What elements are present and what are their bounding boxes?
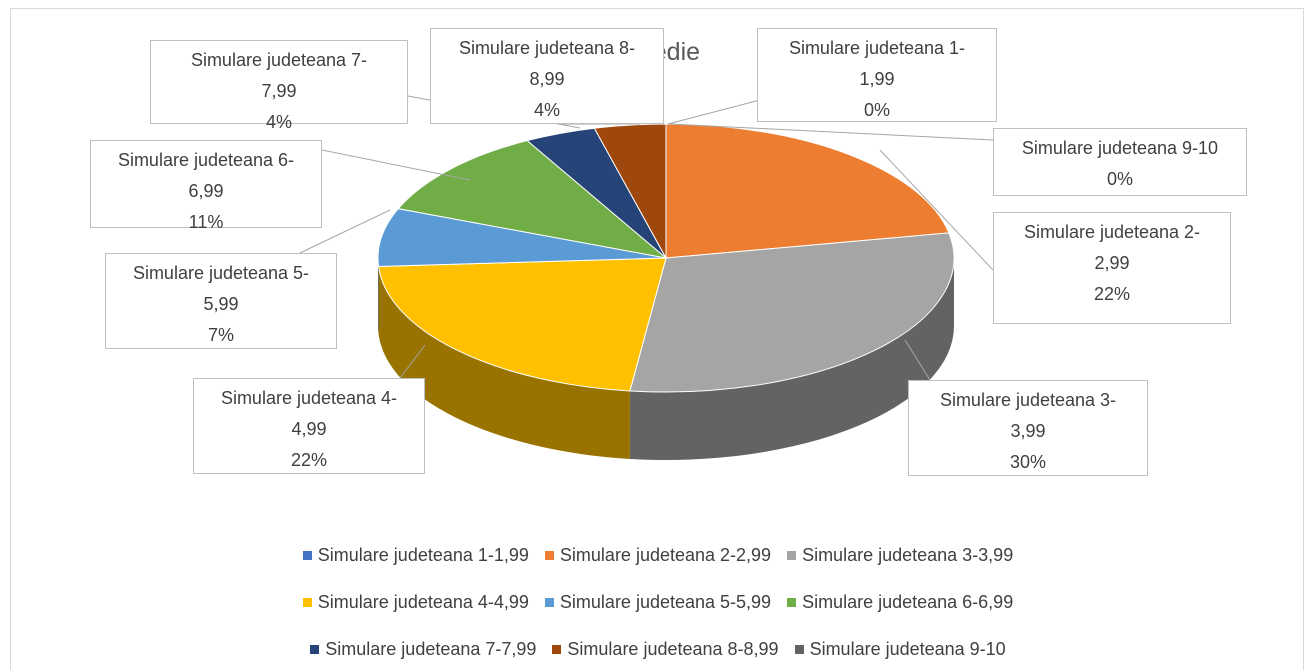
data-label-value: 7% <box>207 325 234 345</box>
slice <box>629 232 955 393</box>
data-label-value: 11% <box>188 212 224 232</box>
legend-swatch <box>552 645 562 654</box>
legend-swatch <box>787 598 797 607</box>
data-label-value: 22% <box>1093 284 1131 304</box>
data-label-value: 0% <box>863 100 890 120</box>
data-label-category: Simulare judeteana 4- 4,99 <box>220 388 398 439</box>
slice-side <box>378 258 379 335</box>
leader-line <box>321 149 471 181</box>
data-label-category: Simulare judeteana 1- 1,99 <box>788 38 966 89</box>
data-label-value: 30% <box>1009 452 1047 472</box>
leader-line <box>299 209 391 254</box>
data-label-value: 4% <box>533 100 560 120</box>
legend-swatch <box>544 551 554 560</box>
leader-line <box>667 99 761 125</box>
legend-item: Simulare judeteana 3-3,99 <box>787 545 1013 566</box>
slice <box>377 257 667 392</box>
data-label: Simulare judeteana 8- 8,99 4% <box>430 28 664 124</box>
legend-item: Simulare judeteana 5-5,99 <box>544 592 772 613</box>
chart-frame <box>10 8 1304 670</box>
legend-item: Simulare judeteana 7-7,99 <box>310 639 536 660</box>
legend-swatch <box>302 598 312 607</box>
slice-side <box>378 266 630 459</box>
legend-label: Simulare judeteana 6-6,99 <box>802 592 1014 612</box>
legend-row: Simulare judeteana 1-1,99 Simulare judete… <box>0 532 1316 579</box>
leader-line <box>879 149 994 271</box>
legend-swatch <box>794 645 804 654</box>
legend-row: Simulare judeteana 7-7,99 Simulare judete… <box>0 626 1316 670</box>
legend-label: Simulare judeteana 3-3,99 <box>802 545 1014 565</box>
data-label-category: Simulare judeteana 6- 6,99 <box>117 150 295 201</box>
data-label: Simulare judeteana 2- 2,99 22% <box>993 212 1231 324</box>
data-label: Simulare judeteana 5- 5,99 7% <box>105 253 337 349</box>
data-label: Simulare judeteana 1- 1,99 0% <box>757 28 997 122</box>
slice <box>377 208 667 267</box>
data-label: Simulare judeteana 3- 3,99 30% <box>908 380 1148 476</box>
legend-swatch <box>787 551 797 560</box>
data-label-category: Simulare judeteana 7- 7,99 <box>190 50 368 101</box>
legend-row: Simulare judeteana 4-4,99 Simulare judete… <box>0 579 1316 626</box>
data-label-value: 4% <box>265 112 292 132</box>
data-label-value: 22% <box>290 450 328 470</box>
data-label: Simulare judeteana 6- 6,99 11% <box>90 140 322 232</box>
legend-label: Simulare judeteana 9-10 <box>809 639 1006 659</box>
slice-side <box>629 258 954 460</box>
data-label-value: 0% <box>1106 169 1133 189</box>
legend-item: Simulare judeteana 1-1,99 <box>302 545 529 566</box>
legend-item: Simulare judeteana 2-2,99 <box>544 545 772 566</box>
legend-swatch <box>302 551 312 560</box>
leader-line <box>669 123 994 141</box>
slice <box>397 140 668 259</box>
data-label: Simulare judeteana 7- 7,99 4% <box>150 40 408 132</box>
legend-item: Simulare judeteana 4-4,99 <box>302 592 529 613</box>
legend-label: Simulare judeteana 5-5,99 <box>559 592 772 612</box>
legend-swatch <box>544 598 554 607</box>
legend-label: Simulare judeteana 4-4,99 <box>317 592 529 612</box>
legend: Simulare judeteana 1-1,99 Simulare judete… <box>0 532 1316 670</box>
data-label-category: Simulare judeteana 5- 5,99 <box>132 263 310 314</box>
legend-label: Simulare judeteana 2-2,99 <box>559 545 772 565</box>
legend-swatch <box>310 645 320 654</box>
legend-label: Simulare judeteana 1-1,99 <box>317 545 529 565</box>
leader-line <box>399 344 426 379</box>
legend-label: Simulare judeteana 8-8,99 <box>567 639 779 659</box>
data-label-category: Simulare judeteana 8- 8,99 <box>458 38 636 89</box>
data-label: Simulare judeteana 4- 4,99 22% <box>193 378 425 474</box>
data-label-category: Simulare judeteana 3- 3,99 <box>939 390 1117 441</box>
data-label-category: Simulare judeteana 9-10 <box>1021 138 1219 158</box>
leader-line <box>904 339 931 381</box>
legend-item: Simulare judeteana 8-8,99 <box>552 639 779 660</box>
data-label-category: Simulare judeteana 2- 2,99 <box>1023 222 1201 273</box>
legend-item: Simulare judeteana 6-6,99 <box>787 592 1013 613</box>
data-label: Simulare judeteana 9-10 0% <box>993 128 1247 196</box>
legend-item: Simulare judeteana 9-10 <box>794 639 1006 660</box>
legend-label: Simulare judeteana 7-7,99 <box>325 639 537 659</box>
